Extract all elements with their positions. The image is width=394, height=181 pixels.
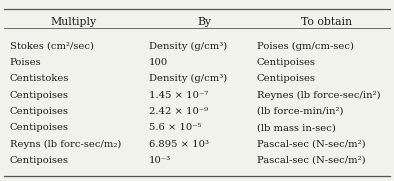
Text: By: By <box>198 17 212 27</box>
Text: 6.895 × 10³: 6.895 × 10³ <box>149 140 209 149</box>
Text: 5.6 × 10⁻⁵: 5.6 × 10⁻⁵ <box>149 123 201 132</box>
Text: Poises (gm/cm-sec): Poises (gm/cm-sec) <box>257 42 354 51</box>
Text: 100: 100 <box>149 58 168 67</box>
Text: Centipoises: Centipoises <box>257 74 316 83</box>
Text: Centistokes: Centistokes <box>10 74 69 83</box>
Text: Centipoises: Centipoises <box>257 58 316 67</box>
Text: Centipoises: Centipoises <box>10 107 69 116</box>
Text: Centipoises: Centipoises <box>10 123 69 132</box>
Text: Centipoises: Centipoises <box>10 156 69 165</box>
Text: (lb force-min/in²): (lb force-min/in²) <box>257 107 343 116</box>
Text: To obtain: To obtain <box>301 17 352 27</box>
Text: 2.42 × 10⁻⁹: 2.42 × 10⁻⁹ <box>149 107 208 116</box>
Text: Centipoises: Centipoises <box>10 91 69 100</box>
Text: 10⁻³: 10⁻³ <box>149 156 171 165</box>
Text: Reyns (lb forc-sec/m₂): Reyns (lb forc-sec/m₂) <box>10 140 121 149</box>
Text: Density (g/cm³): Density (g/cm³) <box>149 74 227 83</box>
Text: 1.45 × 10⁻⁷: 1.45 × 10⁻⁷ <box>149 91 208 100</box>
Text: Poises: Poises <box>10 58 41 67</box>
Text: Density (g/cm³): Density (g/cm³) <box>149 42 227 51</box>
Text: Stokes (cm²/sec): Stokes (cm²/sec) <box>10 42 94 51</box>
Text: Multiply: Multiply <box>50 17 97 27</box>
Text: Pascal-sec (N-sec/m²): Pascal-sec (N-sec/m²) <box>257 140 366 149</box>
Text: Reynes (lb force-sec/in²): Reynes (lb force-sec/in²) <box>257 91 381 100</box>
Text: (lb mass in-sec): (lb mass in-sec) <box>257 123 336 132</box>
Text: Pascal-sec (N-sec/m²): Pascal-sec (N-sec/m²) <box>257 156 366 165</box>
